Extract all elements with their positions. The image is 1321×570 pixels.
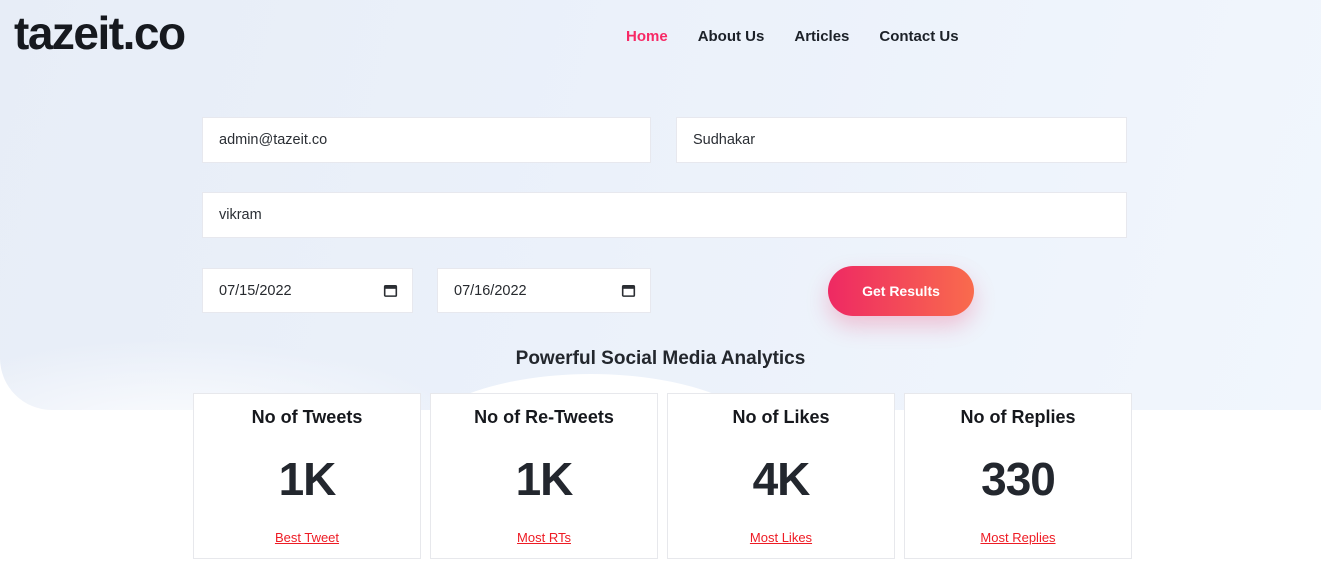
- end-date-input[interactable]: 07/16/2022: [437, 268, 651, 313]
- calendar-icon[interactable]: [621, 283, 636, 298]
- calendar-icon[interactable]: [383, 283, 398, 298]
- nav-item-articles[interactable]: Articles: [794, 28, 850, 45]
- name-field[interactable]: [676, 117, 1127, 163]
- analytics-query-form: 07/15/2022 07/16/2022 Get Results: [202, 117, 1127, 317]
- best-tweet-link[interactable]: Best Tweet: [274, 530, 340, 545]
- end-date-value: 07/16/2022: [454, 282, 527, 299]
- nav-item-home[interactable]: Home: [626, 28, 668, 45]
- stat-card-tweets: No of Tweets 1K Best Tweet: [193, 393, 421, 559]
- email-field[interactable]: [202, 117, 651, 163]
- stat-card-value: 1K: [515, 453, 574, 505]
- site-logo: tazeit.co: [14, 7, 186, 59]
- stats-cards-row: No of Tweets 1K Best Tweet No of Re-Twee…: [193, 393, 1132, 559]
- most-likes-link[interactable]: Most Likes: [749, 530, 813, 545]
- stat-card-value: 4K: [752, 453, 811, 505]
- stat-card-value: 1K: [278, 453, 337, 505]
- stat-card-title: No of Tweets: [251, 407, 363, 427]
- get-results-button[interactable]: Get Results: [828, 266, 974, 316]
- nav-item-contact-us[interactable]: Contact Us: [879, 28, 959, 45]
- stat-card-title: No of Likes: [732, 407, 830, 427]
- nav-item-about-us[interactable]: About Us: [697, 28, 765, 45]
- stat-card-title: No of Replies: [960, 407, 1076, 427]
- stat-card-replies: No of Replies 330 Most Replies: [904, 393, 1132, 559]
- stat-card-title: No of Re-Tweets: [474, 407, 614, 427]
- section-heading: Powerful Social Media Analytics: [515, 348, 806, 369]
- start-date-value: 07/15/2022: [219, 282, 292, 299]
- stat-card-likes: No of Likes 4K Most Likes: [667, 393, 895, 559]
- start-date-input[interactable]: 07/15/2022: [202, 268, 413, 313]
- most-rts-link[interactable]: Most RTs: [517, 530, 571, 545]
- most-replies-link[interactable]: Most Replies: [980, 530, 1056, 545]
- stat-card-retweets: No of Re-Tweets 1K Most RTs: [430, 393, 658, 559]
- keyword-field[interactable]: [202, 192, 1127, 238]
- stat-card-value: 330: [981, 453, 1056, 505]
- main-nav: Home About Us Articles Contact Us: [626, 28, 959, 45]
